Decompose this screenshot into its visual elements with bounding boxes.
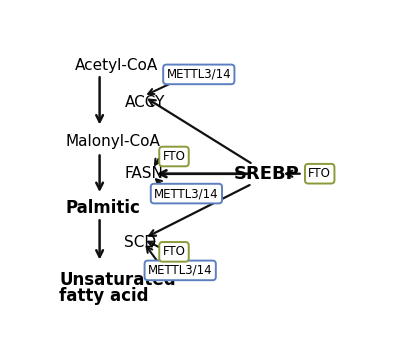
Text: METTL3/14: METTL3/14	[166, 68, 231, 81]
Text: FASN: FASN	[124, 166, 163, 181]
Text: Malonyl-CoA: Malonyl-CoA	[66, 135, 160, 149]
Text: FTO: FTO	[308, 167, 331, 180]
Text: METTL3/14: METTL3/14	[154, 187, 219, 200]
Text: ACCY: ACCY	[124, 95, 165, 110]
Text: METTL3/14: METTL3/14	[148, 264, 212, 277]
Text: FTO: FTO	[162, 245, 186, 258]
Text: FTO: FTO	[162, 150, 186, 163]
Text: Acetyl-CoA: Acetyl-CoA	[75, 57, 158, 73]
Text: Unsaturated: Unsaturated	[59, 271, 176, 289]
Text: SCD: SCD	[124, 235, 156, 250]
Text: Palmitic: Palmitic	[66, 199, 140, 217]
Text: SREBP: SREBP	[234, 165, 300, 183]
Text: fatty acid: fatty acid	[59, 287, 149, 304]
